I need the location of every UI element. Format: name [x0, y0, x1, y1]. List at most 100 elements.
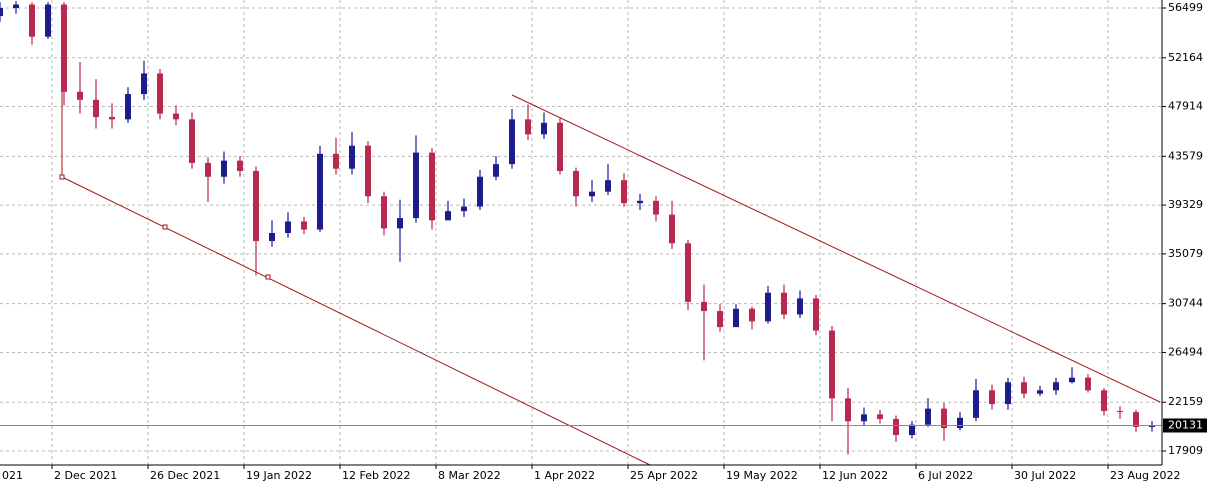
candle-body — [125, 94, 131, 120]
y-tick-label: 56499 — [1168, 1, 1203, 14]
candle-body — [573, 170, 579, 197]
candle-body — [973, 390, 979, 418]
candle-body — [29, 4, 35, 37]
candle-body — [1101, 390, 1107, 411]
candle-body — [253, 170, 259, 242]
handle — [59, 174, 65, 180]
candle-body — [1149, 425, 1155, 427]
candle-body — [141, 73, 147, 95]
candle-body — [733, 308, 739, 328]
candle-body — [45, 4, 51, 37]
candle-body — [1021, 382, 1027, 394]
candle-body — [941, 408, 947, 429]
x-tick-label: 30 Jul 2022 — [1014, 469, 1076, 482]
current-price-box — [1163, 418, 1207, 433]
candle-body — [13, 4, 19, 8]
candle-body — [237, 160, 243, 171]
candle-body — [861, 414, 867, 422]
candle-body — [93, 99, 99, 118]
candle-body — [1037, 390, 1043, 394]
x-tick-label: 25 Apr 2022 — [630, 469, 698, 482]
candle-body — [765, 292, 771, 322]
candle-body — [221, 160, 227, 177]
candle-body — [413, 152, 419, 219]
candle-body — [381, 196, 387, 229]
candle-body — [429, 152, 435, 221]
candle-body — [397, 218, 403, 229]
handle — [162, 224, 168, 230]
candle-body — [829, 330, 835, 399]
candle-body — [957, 417, 963, 429]
candle-body — [349, 145, 355, 169]
candle-body — [877, 414, 883, 419]
candle-body — [797, 298, 803, 315]
candle-body — [461, 206, 467, 212]
x-tick-label: 12 Jun 2022 — [822, 469, 888, 482]
candle-body — [653, 200, 659, 215]
candle-body — [749, 308, 755, 322]
x-tick-label: 19 May 2022 — [726, 469, 798, 482]
candle-body — [685, 243, 691, 302]
candle-body — [509, 119, 515, 165]
candle-body — [493, 164, 499, 177]
x-tick-label: 23 Aug 2022 — [1110, 469, 1180, 482]
candle-body — [925, 408, 931, 425]
y-tick-label: 22159 — [1168, 395, 1203, 408]
candle-body — [1005, 382, 1011, 405]
candle-body — [541, 122, 547, 135]
channel-line — [511, 94, 1161, 403]
candle-body — [77, 91, 83, 100]
candle-body — [317, 153, 323, 230]
candle-body — [909, 424, 915, 436]
candle-body — [189, 119, 195, 163]
candle-body — [205, 162, 211, 177]
y-tick-label: 47914 — [1168, 100, 1203, 113]
candle-body — [173, 113, 179, 120]
candle-body — [781, 292, 787, 315]
candle-body — [0, 7, 3, 17]
candle-body — [845, 398, 851, 422]
candles — [0, 1, 1162, 455]
candle-body — [701, 301, 707, 312]
x-tick-label: 021 — [2, 469, 23, 482]
candle-body — [61, 4, 67, 92]
candle-body — [365, 145, 371, 197]
x-tick-label: 12 Feb 2022 — [342, 469, 410, 482]
candle-body — [1133, 412, 1139, 427]
candle-body — [813, 298, 819, 331]
handle — [265, 274, 271, 280]
candle-body — [1117, 410, 1123, 413]
candle-body — [717, 311, 723, 328]
x-tick-label: 1 Apr 2022 — [534, 469, 595, 482]
candle-body — [333, 153, 339, 169]
candle-body — [557, 122, 563, 171]
y-tick-label: 43579 — [1168, 149, 1203, 162]
y-tick-label: 35079 — [1168, 247, 1203, 260]
x-tick-label: 6 Jul 2022 — [918, 469, 973, 482]
current-price-label: 20131 — [1168, 418, 1203, 431]
candle-body — [893, 418, 899, 436]
candle-body — [1053, 382, 1059, 391]
candle-body — [989, 390, 995, 405]
x-tick-label: 26 Dec 2021 — [150, 469, 220, 482]
candle-body — [445, 211, 451, 221]
candle-body — [637, 200, 643, 204]
x-tick-label: 2 Dec 2021 — [54, 469, 117, 482]
drawings — [59, 40, 1161, 466]
candle-body — [157, 73, 163, 114]
candle-body — [669, 214, 675, 244]
candle-body — [1085, 377, 1091, 391]
candle-body — [269, 232, 275, 242]
y-tick-label: 26494 — [1168, 345, 1203, 358]
channel-line — [61, 176, 651, 466]
candle-body — [301, 221, 307, 230]
candle-body — [621, 180, 627, 204]
y-tick-label: 52164 — [1168, 51, 1203, 64]
candle-body — [477, 176, 483, 207]
candle-body — [525, 119, 531, 135]
candle-body — [605, 180, 611, 192]
y-tick-label: 17909 — [1168, 444, 1203, 457]
